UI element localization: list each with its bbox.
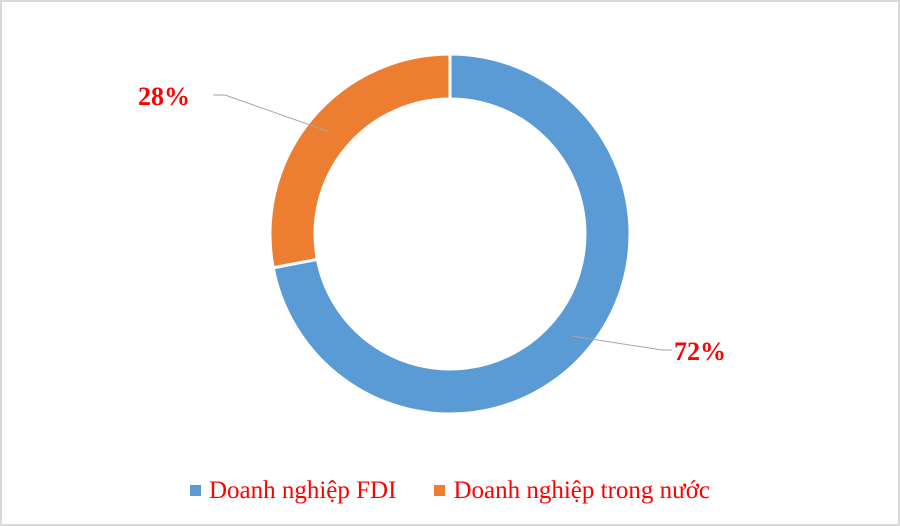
legend-swatch-fdi <box>189 485 201 496</box>
legend-label-domestic: Doanh nghiệp trong nước <box>453 477 711 504</box>
leader-lines <box>213 94 672 351</box>
legend-swatch-domestic <box>434 485 446 496</box>
chart-legend: Doanh nghiệp FDI Doanh nghiệp trong nước <box>0 478 900 503</box>
slice-domestic <box>268 52 452 270</box>
doughnut-ring <box>268 52 632 416</box>
slice-fdi <box>271 52 632 416</box>
legend-label-fdi: Doanh nghiệp FDI <box>208 477 397 504</box>
legend-item-domestic: Doanh nghiệp trong nước <box>434 478 710 503</box>
legend-item-fdi: Doanh nghiệp FDI <box>189 477 397 504</box>
leader-line-domestic <box>213 94 328 132</box>
leader-line-fdi <box>571 335 672 351</box>
data-label-domestic: 28% <box>138 82 190 111</box>
data-label-fdi: 72% <box>674 337 726 366</box>
